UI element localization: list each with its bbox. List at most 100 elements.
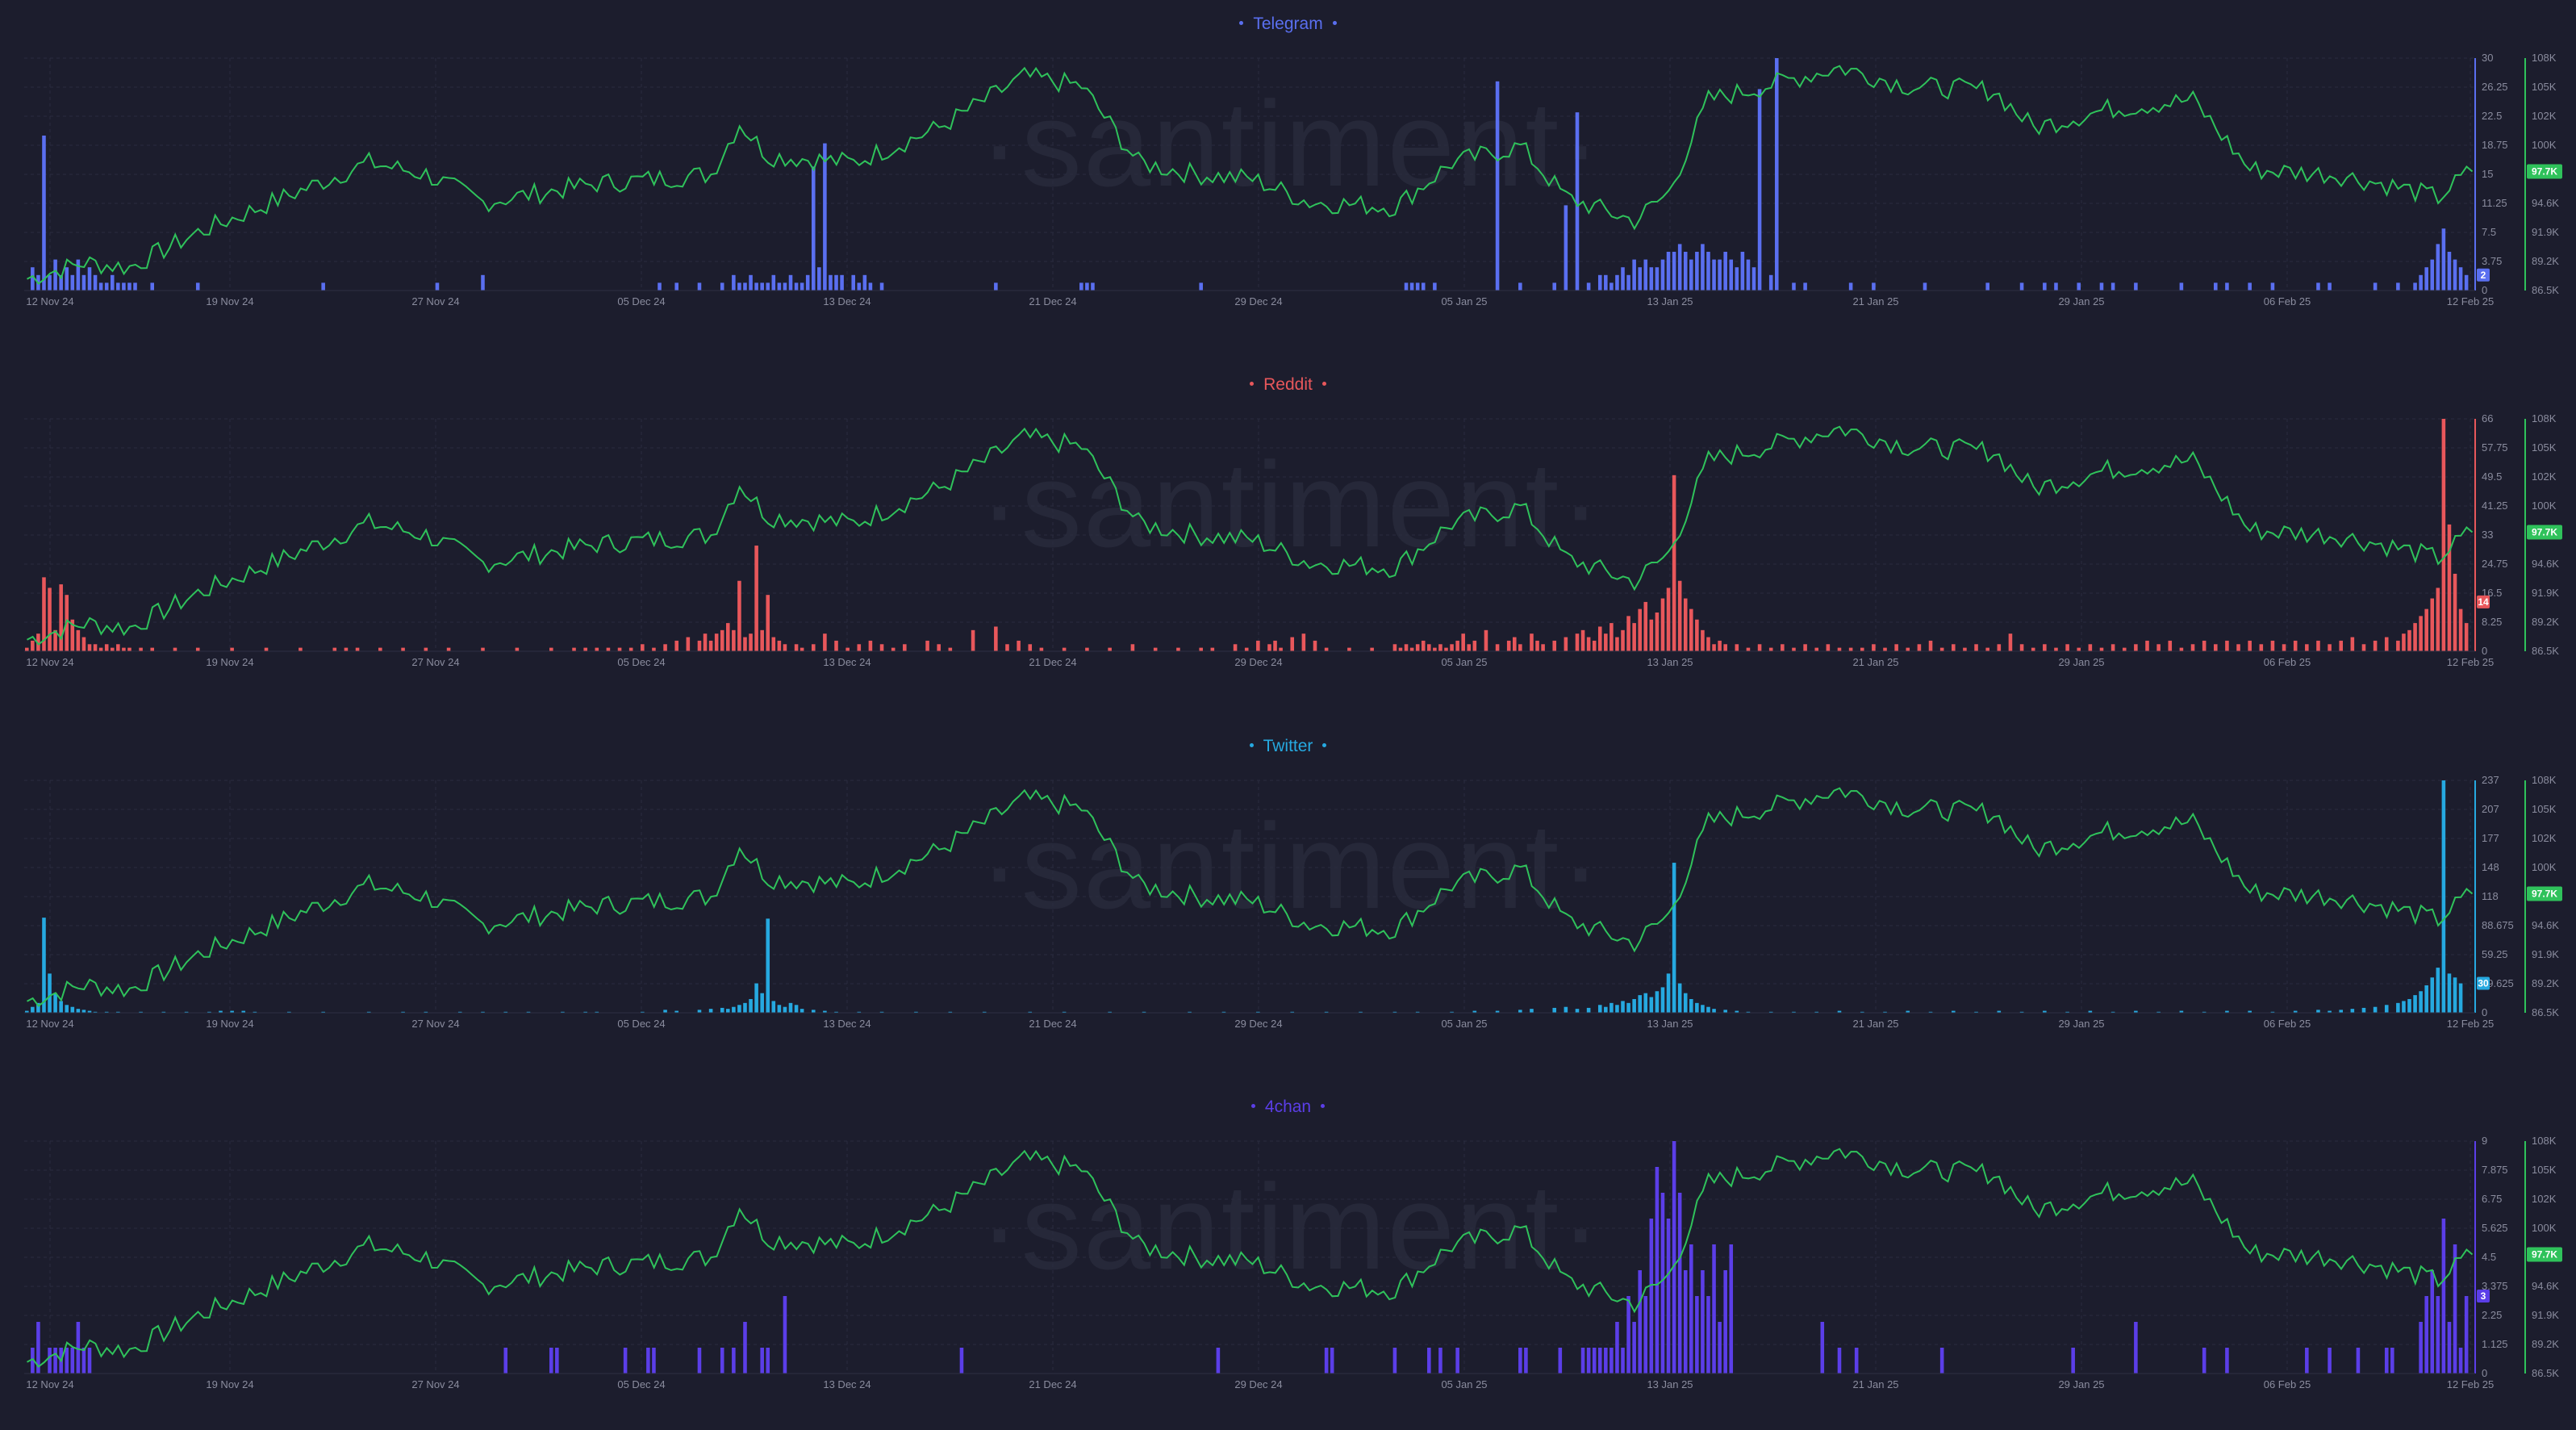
bar: [1176, 647, 1180, 651]
bar: [219, 1010, 223, 1013]
bar: [583, 1011, 587, 1013]
bar: [401, 647, 405, 651]
x-tick-label: 12 Nov 24: [26, 656, 73, 668]
latest-price-text: 97.7K: [2532, 1248, 2557, 1260]
chart-svg: ·santiment· 9 7.875 6.75 5.625 4.5 3.375 2.25 1.…: [24, 1135, 2562, 1390]
bar: [737, 580, 741, 651]
bar: [971, 629, 975, 651]
bar: [2110, 282, 2115, 291]
bar: [1495, 1010, 1500, 1013]
bar: [1541, 644, 1545, 651]
x-tick-label: 13 Dec 24: [823, 1018, 870, 1030]
bar: [1518, 1010, 1522, 1013]
bar: [1701, 1005, 1705, 1013]
bar: [2458, 1348, 2463, 1374]
bar: [116, 1011, 120, 1013]
bar: [2396, 282, 2400, 291]
price-tick-label: 100K: [2532, 1222, 2557, 1234]
bar: [1672, 1141, 1676, 1374]
bar: [2390, 1348, 2394, 1374]
bar: [1655, 991, 1660, 1013]
bar: [646, 1348, 650, 1374]
bar: [93, 1011, 98, 1013]
bar: [2065, 644, 2069, 651]
chart-panel-4chan: ·santiment· 9 7.875 6.75 5.625 4.5 3.375 2.25 1.…: [0, 1083, 2576, 1430]
bar: [749, 633, 753, 651]
bar: [1906, 1010, 1910, 1013]
bar: [1718, 640, 1722, 651]
bar: [1872, 644, 1876, 651]
bar: [879, 282, 884, 291]
bar: [2225, 1348, 2229, 1374]
bar: [1660, 259, 1665, 291]
bar: [1621, 267, 1625, 291]
bar: [1455, 640, 1459, 651]
bar: [766, 918, 770, 1013]
bar: [2088, 1010, 2093, 1013]
bar: [1586, 1348, 1591, 1374]
bar: [1666, 973, 1671, 1013]
bar: [1643, 1296, 1648, 1374]
bar: [2019, 282, 2024, 291]
bar: [321, 1011, 325, 1013]
bar: [617, 647, 622, 651]
bar: [2168, 640, 2173, 651]
bar: [1586, 1007, 1591, 1013]
bar: [87, 644, 92, 651]
bar: [1279, 647, 1283, 651]
y-tick-label: 237: [2482, 774, 2499, 786]
bar: [1216, 1348, 1221, 1374]
bar: [2458, 608, 2463, 651]
bar: [1273, 640, 1277, 651]
bar: [1079, 282, 1083, 291]
bar: [1695, 252, 1699, 291]
latest-value-text: 3: [2481, 1290, 2486, 1302]
bar: [503, 1348, 508, 1374]
bar: [1655, 613, 1660, 651]
bar: [726, 1009, 730, 1013]
bar: [1580, 1348, 1585, 1374]
bar: [42, 577, 46, 651]
bar: [2407, 629, 2411, 651]
bar: [760, 629, 764, 651]
bar: [1723, 252, 1727, 291]
latest-price-text: 97.7K: [2532, 165, 2557, 177]
bar: [2464, 1296, 2469, 1374]
bar: [1199, 282, 1203, 291]
bar: [1757, 89, 1762, 291]
bar: [2305, 1348, 2309, 1374]
bar: [1706, 637, 1710, 651]
bar: [1894, 644, 1898, 651]
bar: [2145, 640, 2149, 651]
bar: [1757, 644, 1762, 651]
price-tick-label: 108K: [2532, 52, 2557, 64]
x-tick-label: 12 Nov 24: [26, 1018, 73, 1030]
bar: [879, 644, 884, 651]
bar: [1604, 1006, 1608, 1013]
bar: [1256, 1011, 1260, 1013]
y-tick-label: 5.625: [2482, 1222, 2508, 1234]
bar: [1085, 647, 1089, 651]
bar: [1683, 993, 1688, 1013]
bar: [2259, 644, 2264, 651]
bar: [783, 1296, 787, 1374]
bar: [127, 282, 132, 291]
bar: [1621, 629, 1625, 651]
bar: [834, 1011, 838, 1013]
bar: [2031, 647, 2035, 651]
bar: [1575, 633, 1580, 651]
y-tick-label: 66: [2482, 412, 2493, 424]
bar: [1883, 1011, 1887, 1013]
bar: [2019, 1011, 2024, 1013]
bar: [116, 282, 120, 291]
y-tick-label: 8.25: [2482, 616, 2502, 628]
bar: [1575, 112, 1580, 291]
bar: [150, 647, 154, 651]
bar: [1091, 282, 1095, 291]
bar: [868, 640, 873, 651]
bar: [766, 1348, 770, 1374]
bar: [321, 282, 325, 291]
bar: [2077, 647, 2081, 651]
x-tick-label: 12 Feb 25: [2447, 1018, 2495, 1030]
bar: [139, 647, 143, 651]
